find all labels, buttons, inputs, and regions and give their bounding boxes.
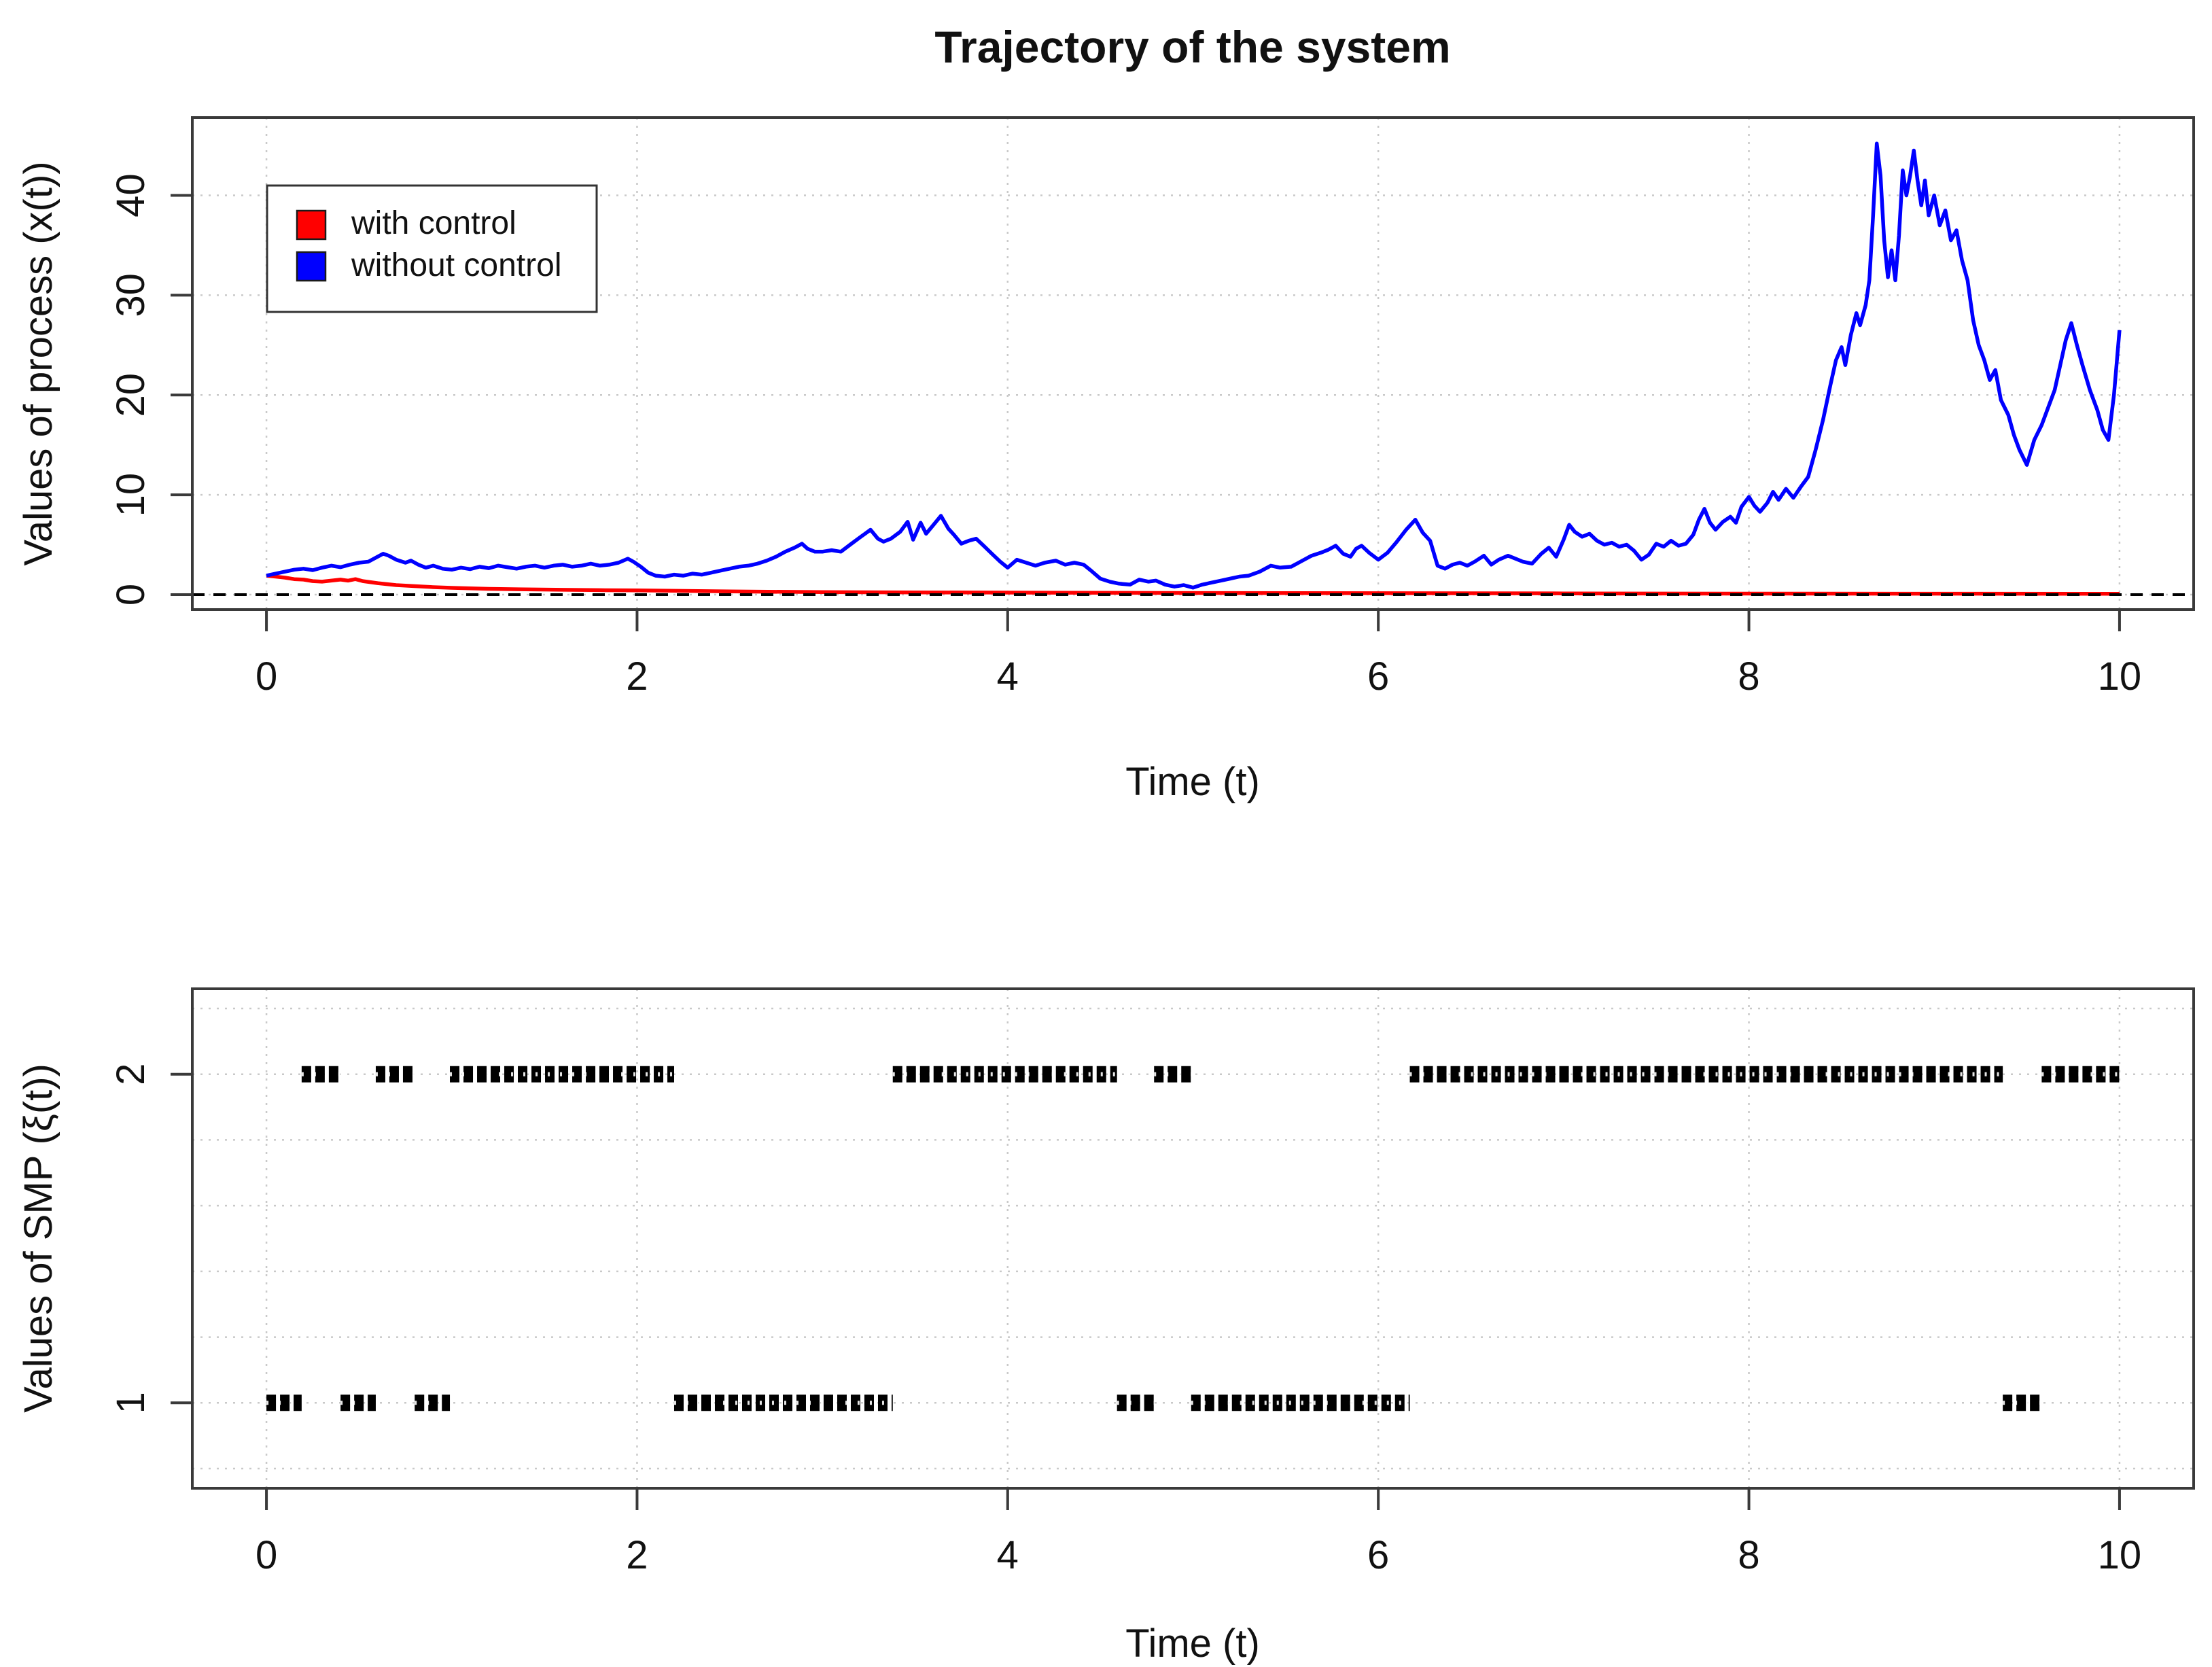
y-tick-label: 40 <box>109 173 153 217</box>
plot-box-border <box>191 987 2195 1490</box>
x-tick-label: 4 <box>997 654 1019 699</box>
y-tick-label: 2 <box>109 1064 153 1085</box>
legend-label-without-control: without control <box>351 247 562 283</box>
y-tick-label: 20 <box>109 373 153 417</box>
x-tick-label: 6 <box>1367 1533 1389 1577</box>
x-tick-label: 10 <box>2098 1533 2142 1577</box>
legend-swatch-without-control <box>296 251 327 282</box>
x-tick-label: 8 <box>1738 654 1759 699</box>
legend-frame <box>266 184 598 313</box>
series-with-control <box>266 574 2120 596</box>
x-tick-label: 0 <box>256 654 277 699</box>
x-tick-label: 0 <box>256 1533 277 1577</box>
y-tick-label: 30 <box>109 273 153 317</box>
top-plot: 0 2 4 6 8 10 0 10 20 30 40 <box>109 116 2195 699</box>
chart-title: Trajectory of the system <box>934 22 1450 72</box>
x-tick-label: 6 <box>1367 654 1389 699</box>
x-tick-label: 2 <box>626 654 648 699</box>
x-axis-title-bottom: Time (t) <box>1125 1621 1260 1666</box>
legend: with control without control <box>266 184 598 313</box>
y-tick-label: 0 <box>109 584 153 606</box>
x-axis-title-top: Time (t) <box>1125 760 1260 804</box>
y-axis-title-top: Values of process (x(t)) <box>16 161 60 565</box>
legend-label-with-control: with control <box>351 205 516 241</box>
y-tick-label: 10 <box>109 473 153 517</box>
x-tick-label: 4 <box>997 1533 1019 1577</box>
series-without-control <box>266 141 2122 590</box>
y-tick-label: 1 <box>109 1392 153 1414</box>
plot-box-border <box>191 116 2195 611</box>
x-tick-label: 8 <box>1738 1533 1759 1577</box>
legend-swatch-with-control <box>296 209 327 241</box>
y-axis-title-bottom: Values of SMP (ξ(t)) <box>16 1064 60 1413</box>
x-tick-label: 2 <box>626 1533 648 1577</box>
x-tick-label: 10 <box>2098 654 2142 699</box>
